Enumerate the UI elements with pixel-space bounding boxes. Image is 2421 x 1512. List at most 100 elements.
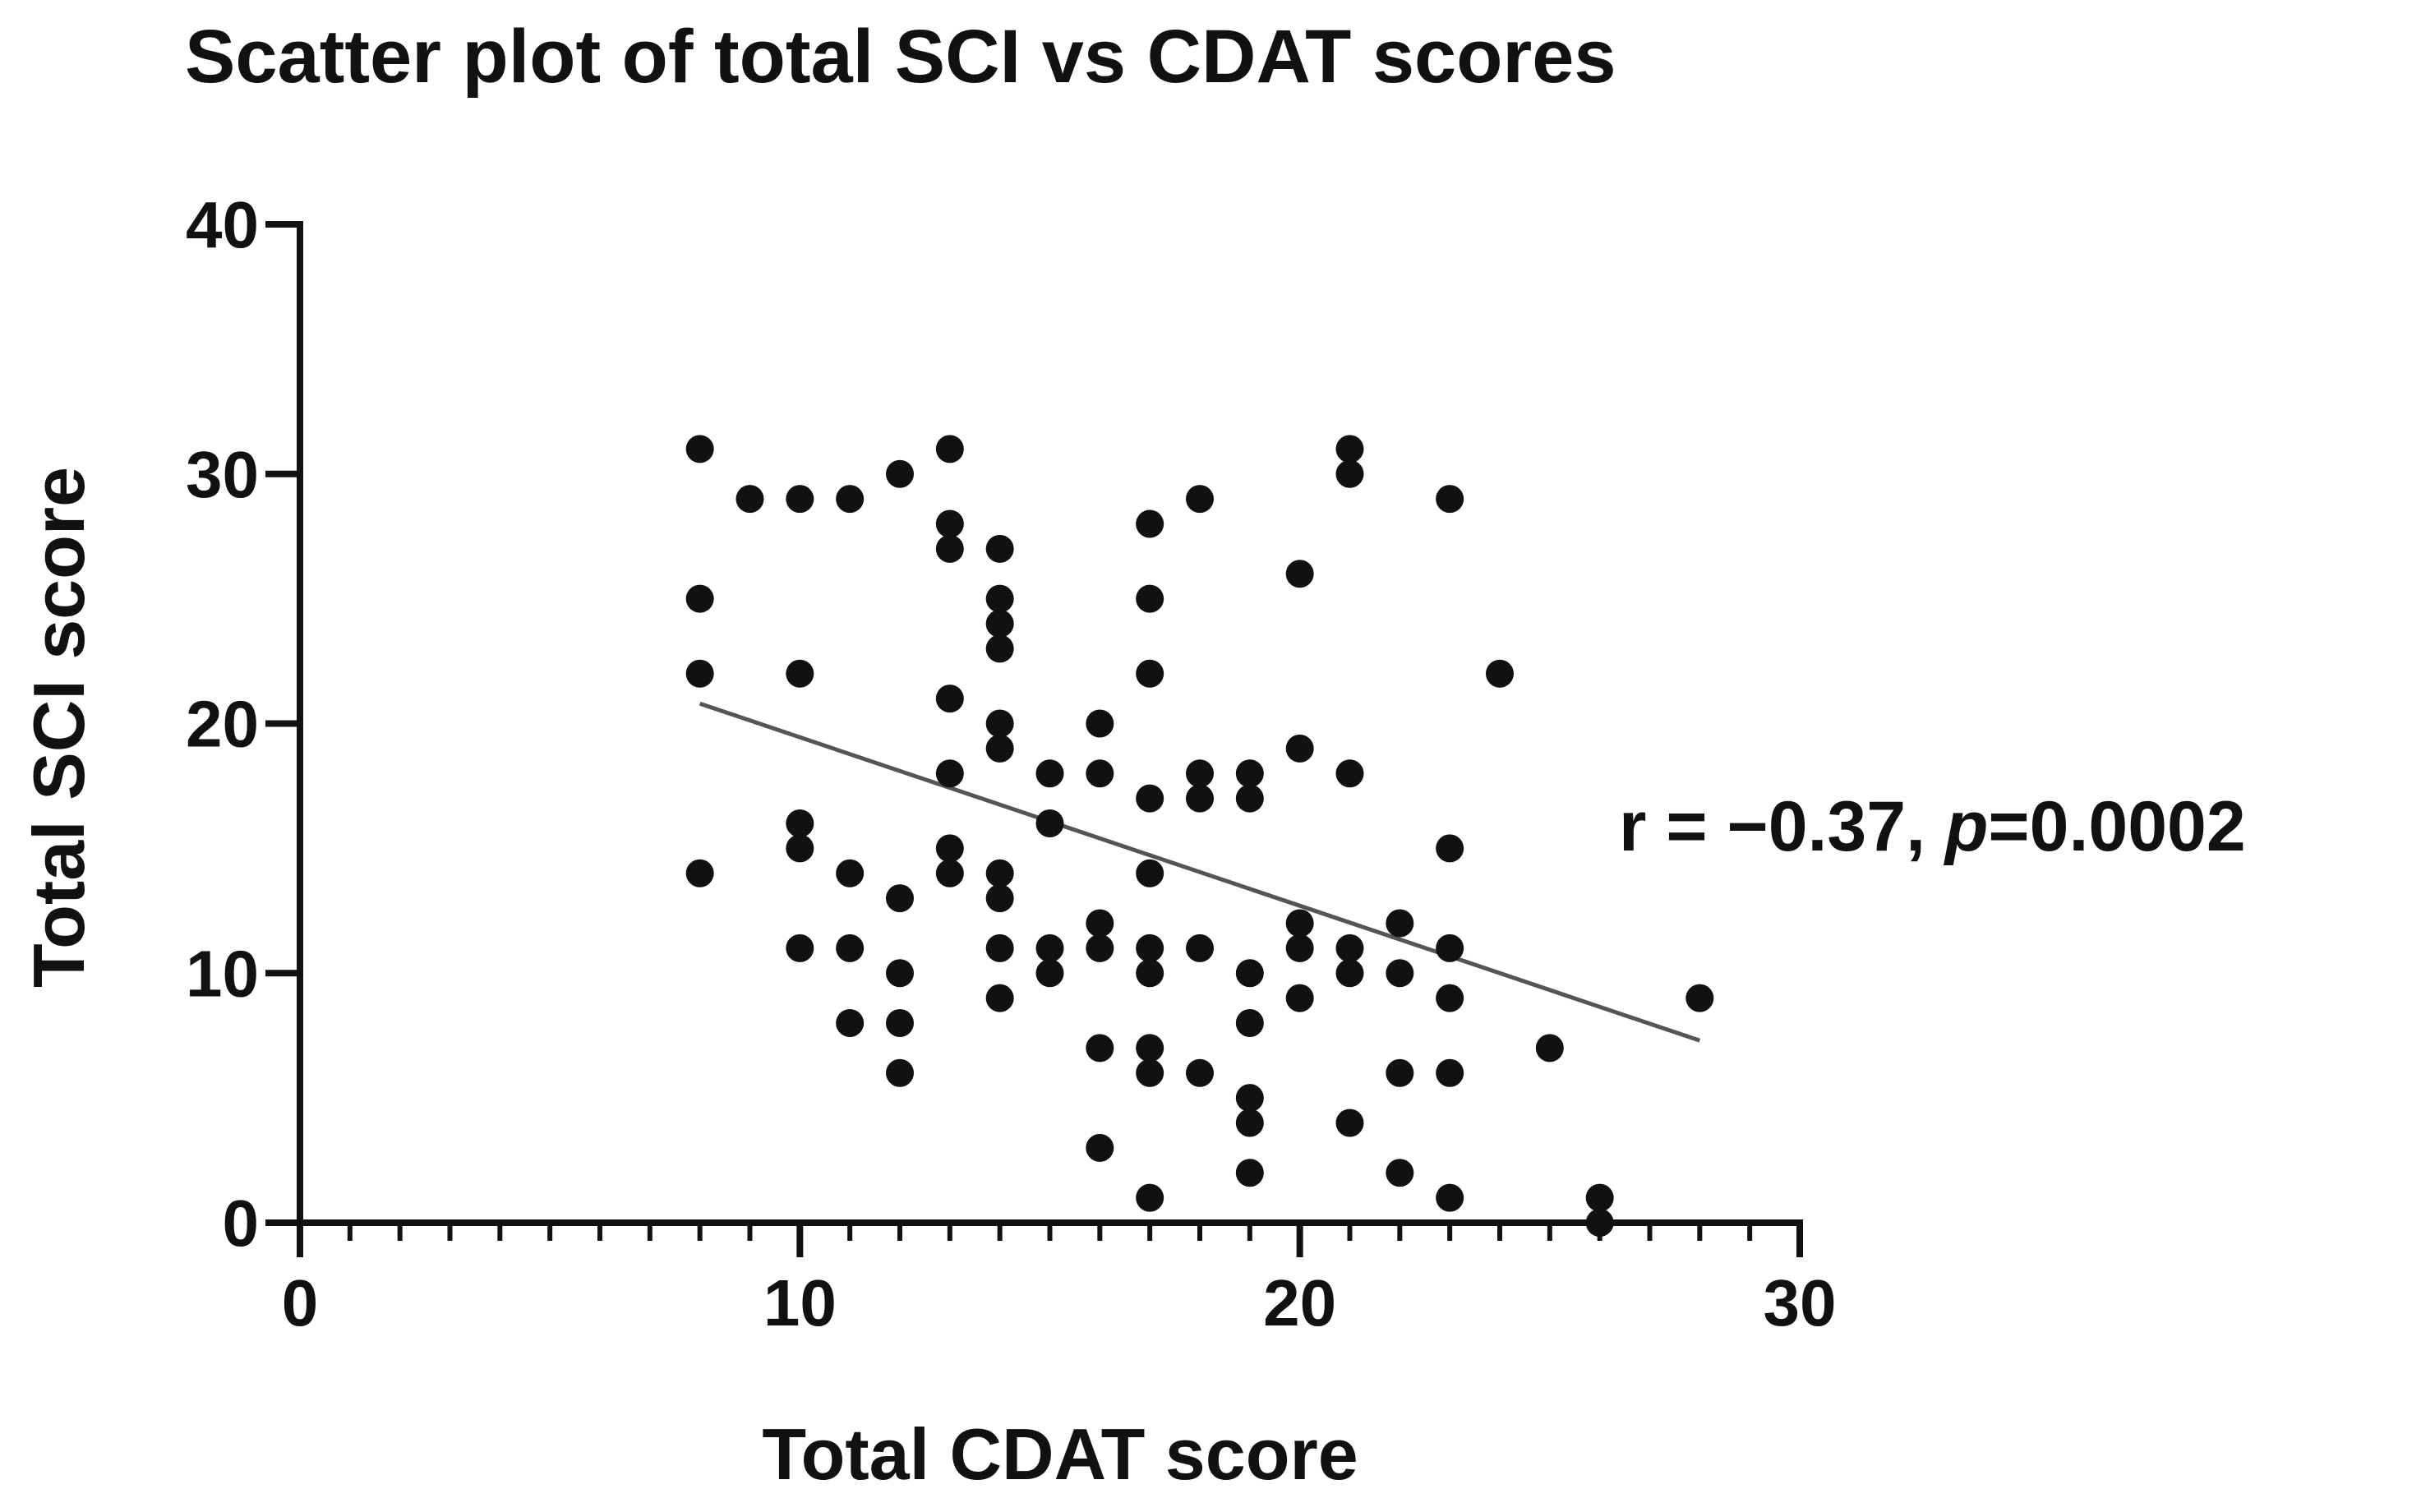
data-point [936,535,964,563]
data-point [1286,735,1314,763]
data-point [1336,435,1364,463]
data-point [986,585,1014,613]
data-point [986,860,1014,887]
data-point [1136,1034,1164,1062]
data-point [1236,959,1264,987]
data-point [986,634,1014,662]
data-point [1036,959,1064,987]
y-tick-label: 10 [186,937,259,1010]
data-point [886,1009,914,1037]
data-point [1236,1109,1264,1137]
data-point [786,660,814,688]
data-point [1436,485,1464,513]
data-point [886,959,914,987]
data-point [886,460,914,488]
y-tick-label: 0 [223,1187,260,1260]
chart-svg: Scatter plot of total SCI vs CDAT scores… [0,0,2421,1512]
data-point [886,884,914,912]
x-axis-label: Total CDAT score [762,1413,1358,1495]
data-point [986,884,1014,912]
data-point [836,934,864,962]
data-point [1336,759,1364,787]
data-point [1336,959,1364,987]
data-point [1286,560,1314,588]
data-point [936,435,964,463]
data-point [1486,660,1514,688]
y-tick-label: 20 [186,688,259,761]
data-point [1136,860,1164,887]
data-point [936,759,964,787]
data-point [1186,934,1214,962]
data-point [1036,759,1064,787]
data-point [1436,1059,1464,1087]
data-point [1386,959,1413,987]
data-point [1036,809,1064,837]
data-point [1586,1209,1614,1237]
data-point [1536,1034,1564,1062]
data-point [1685,984,1713,1012]
data-point [686,660,714,688]
data-point [1436,1184,1464,1212]
data-point [1086,759,1114,787]
data-point [1286,934,1314,962]
data-point [1186,759,1214,787]
data-point [1086,710,1114,738]
data-point [1136,660,1164,688]
ticks: 0 10 20 30 0 10 20 30 40 [186,188,1836,1339]
data-point [986,984,1014,1012]
data-point [1186,1059,1214,1087]
data-point [786,485,814,513]
data-point [1186,785,1214,813]
y-axis-label: Total SCI score [18,467,99,988]
data-point [1036,934,1064,962]
data-point [1136,959,1164,987]
data-point [1586,1184,1614,1212]
data-point [1336,460,1364,488]
scatter-chart: Scatter plot of total SCI vs CDAT scores… [0,0,2421,1512]
data-point [986,610,1014,638]
data-point [686,435,714,463]
data-point [886,1059,914,1087]
data-point [1436,984,1464,1012]
data-point [836,860,864,887]
data-point [1236,1159,1264,1187]
data-point [1136,510,1164,538]
data-point [1386,1059,1413,1087]
data-point [1286,910,1314,938]
data-point [1136,585,1164,613]
data-point [1136,1059,1164,1087]
data-point [1186,485,1214,513]
x-tick-label: 0 [282,1266,319,1339]
data-point [1136,934,1164,962]
data-point [936,510,964,538]
data-point [1236,1009,1264,1037]
x-tick-label: 10 [763,1266,837,1339]
data-point [1086,1134,1114,1162]
y-tick-label: 40 [186,188,259,261]
data-point [1086,934,1114,962]
data-point [936,860,964,887]
annotation-p-symbol: p [1944,787,1989,866]
data-point [1336,934,1364,962]
data-point [1386,1159,1413,1187]
data-point [936,834,964,862]
data-point [736,485,764,513]
data-point [1436,834,1464,862]
data-point [686,860,714,887]
data-point [1236,785,1264,813]
data-points [686,435,1714,1237]
data-point [986,934,1014,962]
data-point [986,535,1014,563]
annotation-r: r = −0.37, [1619,787,1945,866]
data-point [1236,759,1264,787]
data-point [1436,934,1464,962]
data-point [1336,1109,1364,1137]
data-point [986,710,1014,738]
data-point [986,735,1014,763]
data-point [1136,785,1164,813]
data-point [786,934,814,962]
annotation-p-value: =0.0002 [1988,787,2245,866]
data-point [686,585,714,613]
chart-title: Scatter plot of total SCI vs CDAT scores [185,15,1616,99]
x-tick-label: 20 [1263,1266,1336,1339]
